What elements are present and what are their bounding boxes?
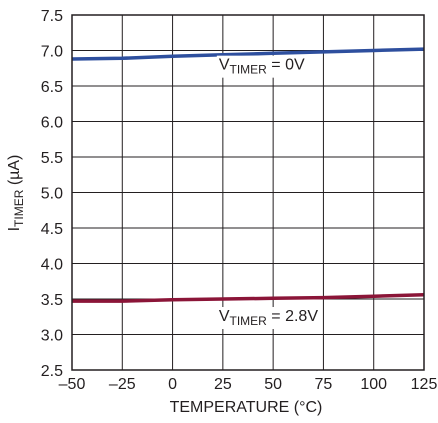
x-tick-labels: –50 –25 0 25 50 75 100 125 bbox=[59, 376, 438, 393]
y-axis-title: ITIMER (µA) bbox=[6, 155, 26, 232]
y-tick-label: 6.0 bbox=[41, 115, 63, 132]
series-line-0 bbox=[71, 47, 425, 61]
y-tick-label: 6.5 bbox=[41, 79, 63, 96]
annotation-label-0: VTIMER = 0V bbox=[219, 57, 305, 77]
y-tick-label: 5.0 bbox=[41, 186, 63, 203]
x-tick-label: 125 bbox=[411, 376, 438, 393]
y-axis-title-sub: TIMER bbox=[12, 189, 26, 227]
x-tick-label: 0 bbox=[168, 376, 177, 393]
annotation-label-1: VTIMER = 2.8V bbox=[219, 308, 318, 328]
x-tick-label: 25 bbox=[214, 376, 232, 393]
x-tick-label: 75 bbox=[315, 376, 333, 393]
y-tick-label: 7.0 bbox=[41, 44, 63, 61]
y-tick-labels: 2.5 3.0 3.5 4.0 4.5 5.0 5.5 6.0 6.5 7.0 7.5 bbox=[41, 8, 63, 380]
y-tick-label: 7.5 bbox=[41, 8, 63, 25]
x-tick-label: 100 bbox=[360, 376, 387, 393]
x-tick-label: –25 bbox=[109, 376, 136, 393]
y-tick-label: 5.5 bbox=[41, 150, 63, 167]
series-lines bbox=[71, 47, 425, 303]
y-tick-label: 4.5 bbox=[41, 221, 63, 238]
y-tick-label: 3.0 bbox=[41, 328, 63, 345]
x-axis-title: TEMPERATURE (°C) bbox=[170, 399, 323, 416]
y-tick-label: 2.5 bbox=[41, 363, 63, 380]
series-line-1 bbox=[72, 292, 425, 303]
y-tick-label: 3.5 bbox=[41, 292, 63, 309]
y-tick-label: 4.0 bbox=[41, 257, 63, 274]
y-axis-title-unit: (µA) bbox=[6, 155, 23, 190]
plot-frame bbox=[71, 14, 425, 371]
y-axis-title-main: I bbox=[6, 227, 23, 231]
annotation-bg bbox=[216, 307, 321, 330]
annotation-bg bbox=[216, 55, 307, 78]
x-tick-label: –50 bbox=[59, 376, 86, 393]
x-tick-label: 50 bbox=[264, 376, 282, 393]
annotations: VTIMER = 0V VTIMER = 2.8V bbox=[216, 55, 321, 330]
